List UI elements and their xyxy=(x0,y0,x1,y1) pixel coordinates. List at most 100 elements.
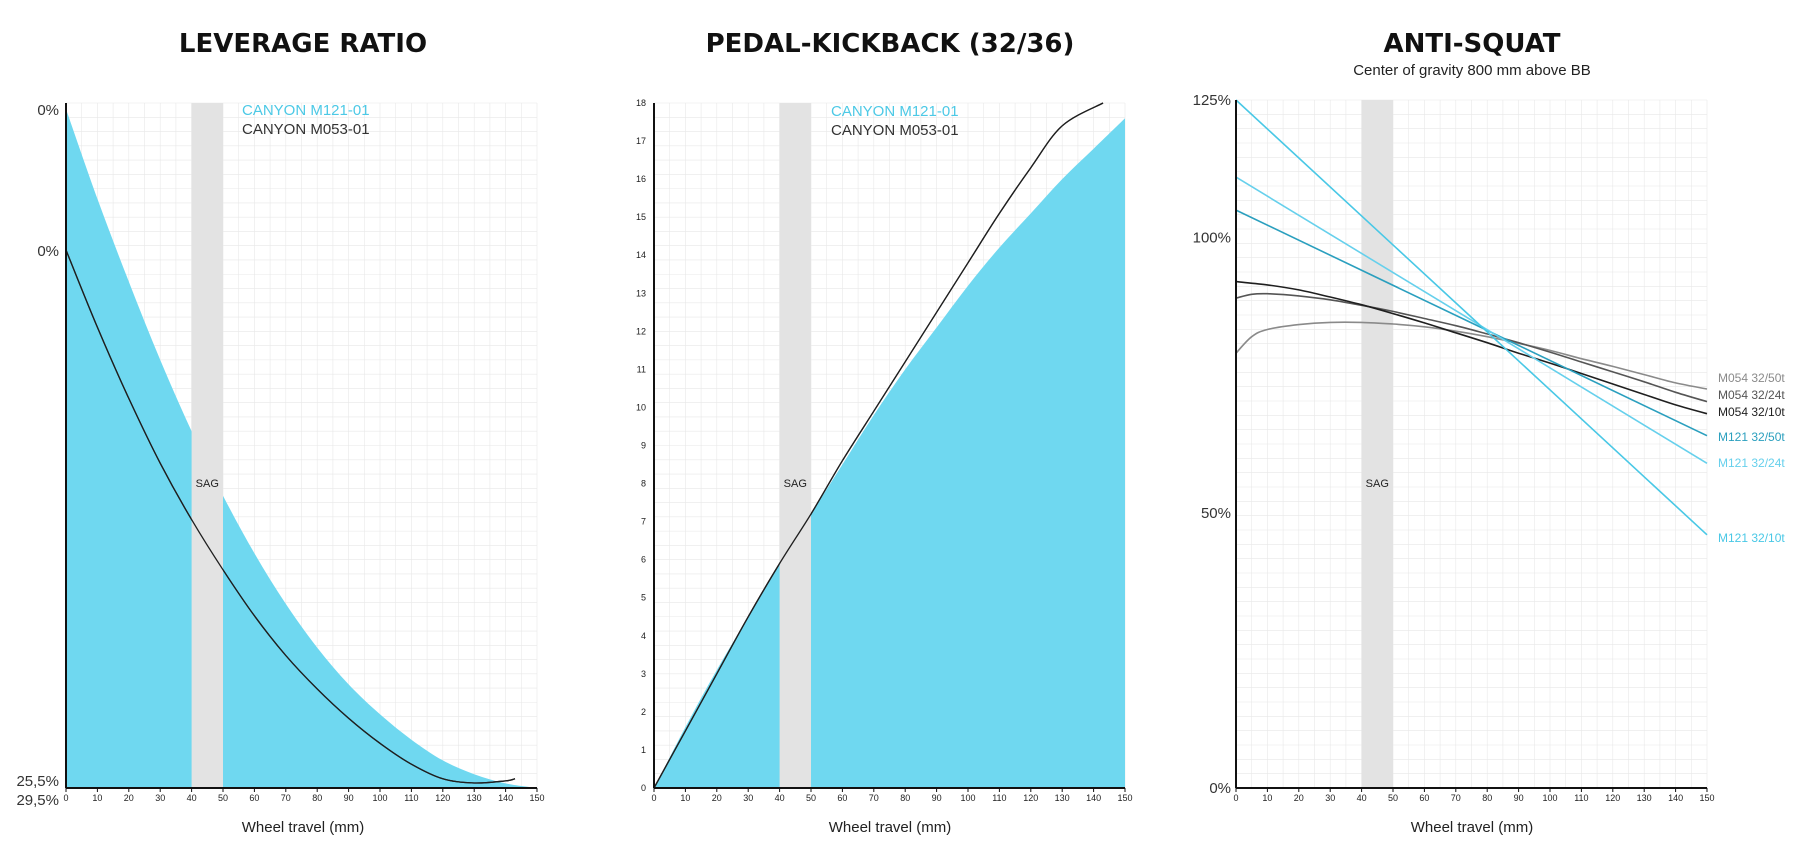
grid xyxy=(1235,99,1708,789)
x-tick-label: 0 xyxy=(63,793,68,803)
legend-entry: CANYON M121-01 xyxy=(831,103,959,120)
x-tick-label: 20 xyxy=(1294,793,1304,803)
x-tick-label: 110 xyxy=(992,793,1006,803)
x-tick-label: 30 xyxy=(155,793,165,803)
y-tick-label: 2 xyxy=(641,707,646,717)
y-axis-label: 0% xyxy=(37,102,59,119)
series-label: M121 32/24t xyxy=(1718,456,1785,470)
x-tick-label: 110 xyxy=(404,793,418,803)
series-line-5 xyxy=(1235,176,1708,464)
series-line-1 xyxy=(1235,321,1708,390)
y-tick-label: 3 xyxy=(641,669,646,679)
x-tick-label: 10 xyxy=(92,793,102,803)
legend-entry: CANYON M053-01 xyxy=(242,121,370,138)
series-label: M054 32/50t xyxy=(1718,371,1785,385)
x-tick-label: 80 xyxy=(312,793,322,803)
x-axis-label: Wheel travel (mm) xyxy=(829,819,952,836)
x-tick-label: 0 xyxy=(1233,793,1238,803)
y-tick-label: 13 xyxy=(636,288,646,298)
x-tick-label: 30 xyxy=(1325,793,1335,803)
legend-entry: CANYON M053-01 xyxy=(831,122,959,139)
y-axis-label: 25,5% xyxy=(16,773,59,790)
y-tick-label: 50% xyxy=(1201,505,1231,522)
x-tick-label: 130 xyxy=(1637,793,1652,803)
chart-title: PEDAL-KICKBACK (32/36) xyxy=(706,29,1075,59)
x-tick-label: 80 xyxy=(1482,793,1492,803)
y-tick-label: 8 xyxy=(641,479,646,489)
x-tick-label: 140 xyxy=(498,793,513,803)
x-tick-label: 140 xyxy=(1668,793,1683,803)
legend-entry: CANYON M121-01 xyxy=(242,102,370,119)
x-tick-label: 120 xyxy=(1605,793,1620,803)
sag-band-overlay xyxy=(779,103,811,788)
y-tick-label: 16 xyxy=(636,174,646,184)
x-tick-label: 100 xyxy=(960,793,975,803)
x-tick-label: 150 xyxy=(1117,793,1132,803)
series-line-overlay-2 xyxy=(653,102,1104,789)
x-axis-label: Wheel travel (mm) xyxy=(1411,819,1534,836)
x-tick-label: 100 xyxy=(1542,793,1557,803)
series-line-overlay-2 xyxy=(65,249,516,784)
sag-band xyxy=(1361,100,1393,788)
x-tick-label: 90 xyxy=(1514,793,1524,803)
y-tick-label: 0% xyxy=(1209,780,1231,797)
x-tick-label: 150 xyxy=(529,793,544,803)
chart-panel-3: SAG 0 10 20 30 40 50 60 70 80 90 100 110 120 130 140 150… xyxy=(1193,29,1786,836)
x-tick-label: 140 xyxy=(1086,793,1101,803)
y-tick-label: 14 xyxy=(636,250,646,260)
series-line-3 xyxy=(1235,280,1708,415)
x-tick-label: 90 xyxy=(932,793,942,803)
y-tick-label: 4 xyxy=(641,631,646,641)
x-tick-label: 10 xyxy=(680,793,690,803)
sag-label: SAG xyxy=(1366,478,1389,490)
series-line-2 xyxy=(1235,292,1708,403)
y-tick-label: 1 xyxy=(641,745,646,755)
y-tick-label: 100% xyxy=(1193,230,1231,247)
series-label: M054 32/24t xyxy=(1718,388,1785,402)
y-tick-label: 7 xyxy=(641,517,646,527)
y-tick-label: 6 xyxy=(641,555,646,565)
series-area-1 xyxy=(654,118,1125,788)
y-tick-label: 9 xyxy=(641,441,646,451)
x-tick-label: 40 xyxy=(187,793,197,803)
y-tick-label: 0 xyxy=(641,783,646,793)
x-tick-label: 20 xyxy=(712,793,722,803)
x-tick-label: 80 xyxy=(900,793,910,803)
x-tick-label: 130 xyxy=(1055,793,1070,803)
x-tick-label: 90 xyxy=(344,793,354,803)
x-tick-label: 40 xyxy=(1357,793,1367,803)
y-tick-label: 12 xyxy=(636,326,646,336)
x-tick-label: 70 xyxy=(869,793,879,803)
x-tick-label: 150 xyxy=(1699,793,1714,803)
sag-label: SAG xyxy=(196,478,219,490)
x-tick-label: 100 xyxy=(372,793,387,803)
chart-panel-1: SAG 0 10 20 30 40 50 60 70 80 90 100 110 120 130 140 150… xyxy=(16,29,544,836)
series-label: M121 32/50t xyxy=(1718,430,1785,444)
series-label: M121 32/10t xyxy=(1718,531,1785,545)
x-tick-label: 30 xyxy=(743,793,753,803)
x-tick-label: 50 xyxy=(806,793,816,803)
x-tick-label: 50 xyxy=(1388,793,1398,803)
sag-band-overlay xyxy=(191,103,223,788)
y-tick-label: 15 xyxy=(636,212,646,222)
y-tick-label: 10 xyxy=(636,402,646,412)
series-area-1 xyxy=(66,109,537,788)
x-tick-label: 70 xyxy=(281,793,291,803)
chart-title: LEVERAGE RATIO xyxy=(179,29,427,59)
series-label: M054 32/10t xyxy=(1718,405,1785,419)
chart-subtitle: Center of gravity 800 mm above BB xyxy=(1353,62,1591,79)
sag-label: SAG xyxy=(784,478,807,490)
y-tick-label: 18 xyxy=(636,98,646,108)
y-tick-label: 125% xyxy=(1193,92,1231,109)
x-tick-label: 40 xyxy=(775,793,785,803)
x-tick-label: 60 xyxy=(837,793,847,803)
x-tick-label: 110 xyxy=(1574,793,1588,803)
y-tick-label: 11 xyxy=(637,364,646,374)
x-tick-label: 120 xyxy=(435,793,450,803)
y-tick-label: 17 xyxy=(636,136,646,146)
y-tick-label: 5 xyxy=(641,593,646,603)
x-axis-label: Wheel travel (mm) xyxy=(242,819,365,836)
x-tick-label: 60 xyxy=(249,793,259,803)
